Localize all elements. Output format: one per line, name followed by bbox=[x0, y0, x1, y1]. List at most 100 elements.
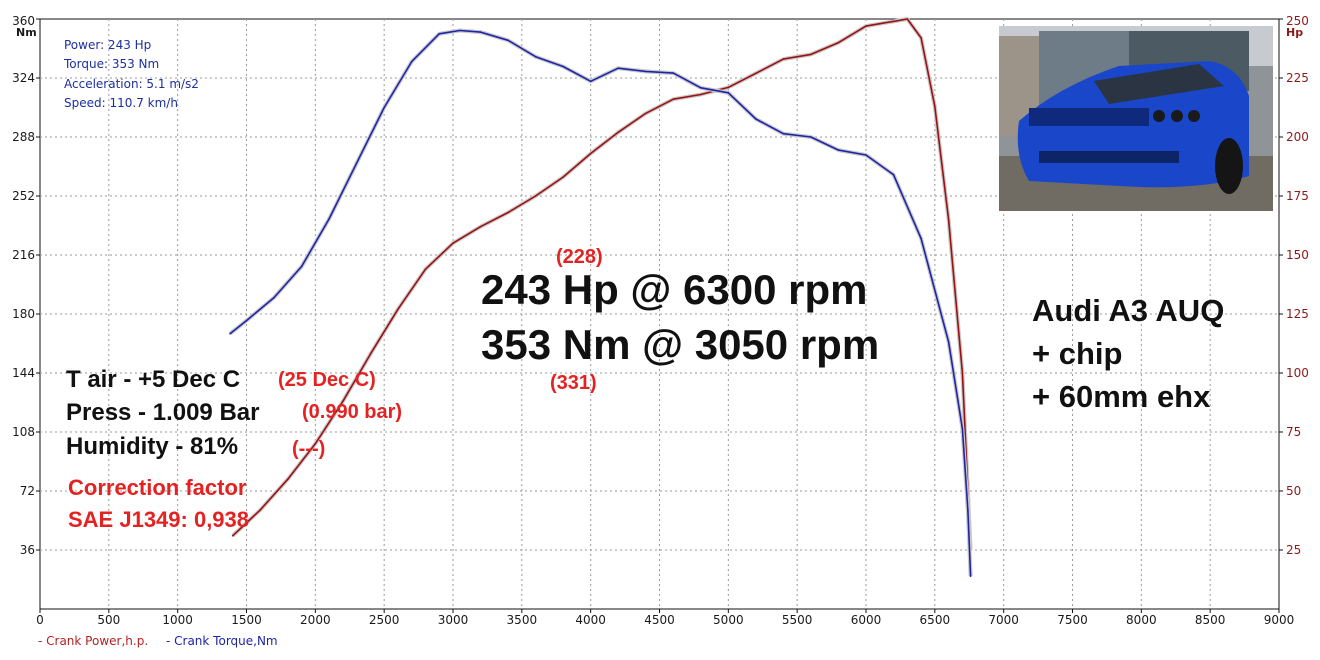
air-temperature: T air - +5 Dec C bbox=[66, 366, 241, 393]
torque-data-point bbox=[947, 341, 950, 343]
y-left-tick-label: 288 bbox=[12, 130, 35, 144]
speed-readout: Speed: 110.7 km/h bbox=[64, 96, 178, 110]
nm-headline: 353 Nm @ 3050 rpm bbox=[481, 321, 880, 368]
x-tick-label: 1500 bbox=[231, 613, 262, 627]
y-right-tick-label: 150 bbox=[1286, 248, 1309, 262]
right-axis-unit: Hp bbox=[1286, 26, 1303, 39]
y-right-tick-label: 50 bbox=[1286, 484, 1301, 498]
power-data-point bbox=[314, 443, 317, 445]
torque-data-point bbox=[837, 149, 840, 151]
power-data-point bbox=[920, 37, 922, 39]
air-temperature-std: (25 Dec C) bbox=[278, 369, 376, 391]
power-data-point bbox=[782, 58, 785, 60]
torque-data-point bbox=[810, 136, 812, 138]
power-data-point bbox=[397, 308, 399, 311]
torque-data-point bbox=[969, 575, 972, 577]
power-data-point bbox=[727, 86, 730, 89]
x-tick-label: 5000 bbox=[713, 613, 744, 627]
series-layer bbox=[228, 17, 973, 577]
x-tick-label: 4000 bbox=[575, 613, 606, 627]
x-tick-label: 8000 bbox=[1126, 613, 1157, 627]
x-tick-label: 6500 bbox=[920, 613, 951, 627]
y-right-tick-label: 250 bbox=[1286, 14, 1309, 28]
x-tick-label: 500 bbox=[97, 613, 120, 627]
y-right-tick-label: 200 bbox=[1286, 130, 1309, 144]
torque-data-point bbox=[562, 65, 564, 68]
torque-data-point bbox=[961, 427, 964, 430]
y-right-tick-label: 100 bbox=[1286, 366, 1309, 380]
y-right-tick-label: 225 bbox=[1286, 71, 1309, 85]
x-tick-label: 1000 bbox=[162, 613, 193, 627]
car-image bbox=[999, 26, 1273, 211]
power-readout: Power: 243 Hp bbox=[64, 38, 152, 52]
pressure: Press - 1.009 Bar bbox=[66, 399, 260, 426]
power-data-point bbox=[562, 176, 564, 178]
y-left-tick-label: 36 bbox=[20, 543, 35, 557]
torque-data-point bbox=[782, 132, 785, 135]
x-tick-label: 2000 bbox=[300, 613, 331, 627]
torque-data-point bbox=[589, 80, 592, 83]
legend-power: - Crank Power,h.p. bbox=[38, 634, 149, 648]
humidity-std: (---) bbox=[292, 438, 326, 460]
power-data-point bbox=[865, 25, 867, 27]
pressure-std: (0.990 bar) bbox=[302, 401, 403, 423]
y-left-tick-label: 144 bbox=[12, 366, 35, 380]
power-data-point bbox=[837, 41, 840, 44]
axis-layer: 0 500 1000 1500 2000 2500 3000 3500 4000 4500 5000… bbox=[12, 14, 1309, 627]
x-tick-label: 8500 bbox=[1195, 613, 1226, 627]
power-data-point bbox=[231, 535, 234, 537]
power-data-point bbox=[507, 211, 509, 214]
power-data-point bbox=[534, 195, 537, 197]
car-mod-chip: + chip bbox=[1032, 336, 1123, 371]
y-left-tick-label: 360 bbox=[12, 14, 35, 28]
power-data-point bbox=[755, 72, 757, 75]
torque-data-point bbox=[300, 265, 303, 268]
torque-data-point bbox=[273, 296, 275, 299]
nm-raw-value: (331) bbox=[550, 372, 597, 394]
y-left-tick-label: 72 bbox=[20, 484, 35, 498]
power-data-point bbox=[589, 152, 592, 155]
x-tick-label: 7500 bbox=[1057, 613, 1088, 627]
x-tick-label: 2500 bbox=[369, 613, 400, 627]
power-data-point bbox=[424, 268, 427, 271]
power-data-point bbox=[879, 22, 881, 25]
power-data-point bbox=[672, 98, 675, 100]
power-data-point bbox=[934, 105, 936, 108]
power-data-point bbox=[961, 372, 964, 374]
hp-headline: 243 Hp @ 6300 rpm bbox=[481, 266, 868, 313]
torque-data-point bbox=[383, 106, 386, 109]
y-left-tick-label: 180 bbox=[12, 307, 35, 321]
power-data-point bbox=[947, 218, 950, 221]
torque-data-point bbox=[755, 118, 757, 120]
power-data-point bbox=[479, 225, 482, 228]
power-data-point bbox=[810, 53, 812, 56]
car-photo bbox=[999, 26, 1273, 211]
x-tick-label: 3000 bbox=[438, 613, 469, 627]
torque-readout: Torque: 353 Nm bbox=[64, 57, 160, 71]
x-tick-label: 4500 bbox=[644, 613, 675, 627]
y-right-tick-label: 175 bbox=[1286, 189, 1309, 203]
correction-factor-value: SAE J1349: 0,938 bbox=[68, 507, 250, 532]
car-mod-exhaust: + 60mm ehx bbox=[1032, 379, 1211, 414]
x-tick-label: 7000 bbox=[988, 613, 1019, 627]
x-tick-label: 9000 bbox=[1264, 613, 1295, 627]
power-data-point bbox=[906, 18, 909, 20]
x-tick-label: 6000 bbox=[851, 613, 882, 627]
torque-data-point bbox=[967, 509, 969, 512]
torque-data-point bbox=[507, 39, 509, 42]
power-data-point bbox=[700, 93, 702, 96]
torque-data-point bbox=[438, 33, 441, 35]
power-data-point bbox=[617, 131, 619, 134]
power-data-point bbox=[287, 478, 289, 481]
grid-layer bbox=[40, 19, 1279, 609]
torque-data-point bbox=[644, 70, 647, 73]
x-tick-label: 3500 bbox=[507, 613, 538, 627]
power-data-point bbox=[259, 509, 262, 511]
torque-data-point bbox=[865, 154, 867, 156]
torque-data-point bbox=[229, 332, 231, 335]
humidity: Humidity - 81% bbox=[66, 433, 239, 460]
torque-data-point bbox=[617, 67, 619, 69]
y-right-tick-label: 125 bbox=[1286, 307, 1309, 321]
torque-data-point bbox=[245, 319, 248, 322]
torque-data-point bbox=[727, 92, 730, 94]
